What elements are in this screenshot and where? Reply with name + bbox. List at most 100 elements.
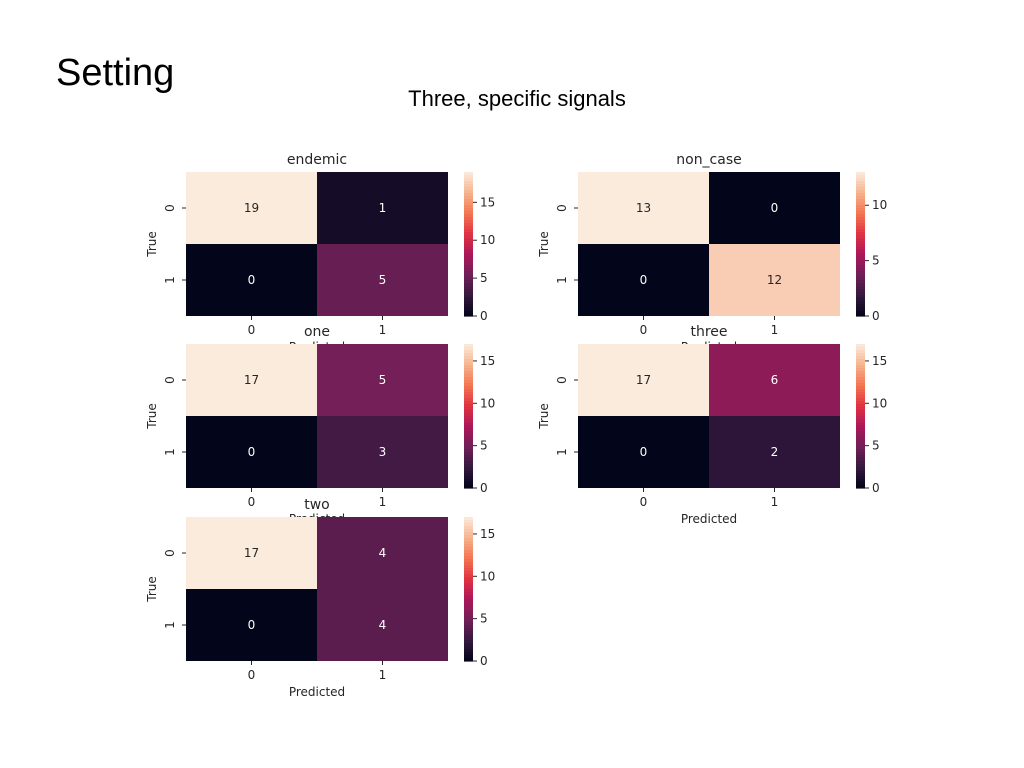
colorbar-segment <box>464 467 473 471</box>
colorbar-segment <box>856 244 865 248</box>
colorbar-segment <box>856 473 865 477</box>
colorbar-segment <box>856 476 865 480</box>
cell-value-label: 0 <box>248 618 256 632</box>
colorbar-segment <box>464 631 473 635</box>
colorbar-segment <box>856 265 865 269</box>
colorbar-segment <box>464 517 473 521</box>
colorbar-segment <box>464 190 473 194</box>
colorbar-segment <box>464 259 473 263</box>
colorbar-segment <box>856 289 865 293</box>
cell-value-label: 17 <box>636 373 651 387</box>
colorbar-segment <box>464 386 473 390</box>
colorbar-segment <box>464 440 473 444</box>
heatmap-title: two <box>304 497 330 513</box>
colorbar-segment <box>464 413 473 417</box>
colorbar-segment <box>856 386 865 390</box>
colorbar-segment <box>856 422 865 426</box>
cell-value-label: 0 <box>771 201 779 215</box>
colorbar-segment <box>856 208 865 212</box>
colorbar-segment <box>856 455 865 459</box>
colorbar-segment <box>856 464 865 468</box>
x-tick-label: 0 <box>248 495 256 509</box>
colorbar-segment <box>856 268 865 272</box>
colorbar-segment <box>464 643 473 647</box>
colorbar-segment <box>464 535 473 539</box>
colorbar-tick-label: 10 <box>480 396 495 410</box>
colorbar-segment <box>856 235 865 239</box>
colorbar-segment <box>856 250 865 254</box>
colorbar-tick-label: 5 <box>872 439 880 453</box>
colorbar-segment <box>464 574 473 578</box>
colorbar-segment <box>464 625 473 629</box>
y-tick-label: 1 <box>163 621 177 629</box>
colorbar-segment <box>464 274 473 278</box>
colorbar-segment <box>464 464 473 468</box>
cell-value-label: 6 <box>771 373 779 387</box>
colorbar-segment <box>464 353 473 357</box>
colorbar-segment <box>856 374 865 378</box>
colorbar-segment <box>856 271 865 275</box>
heatmap-cell <box>578 244 709 316</box>
heatmap-cell <box>578 172 709 244</box>
colorbar-segment <box>856 178 865 182</box>
heatmap-cell <box>578 416 709 488</box>
colorbar-segment <box>464 458 473 462</box>
colorbar-segment <box>464 547 473 551</box>
colorbar-segment <box>464 520 473 524</box>
colorbar-segment <box>856 232 865 236</box>
colorbar-segment <box>464 217 473 221</box>
cell-value-label: 0 <box>248 445 256 459</box>
x-tick-label: 1 <box>379 495 387 509</box>
colorbar-segment <box>464 577 473 581</box>
colorbar-segment <box>856 301 865 305</box>
colorbar-segment <box>464 526 473 530</box>
colorbar-segment <box>464 595 473 599</box>
colorbar-segment <box>856 190 865 194</box>
colorbar-segment <box>856 262 865 266</box>
colorbar-segment <box>464 637 473 641</box>
cell-value-label: 4 <box>379 546 387 560</box>
colorbar-segment <box>464 476 473 480</box>
colorbar-segment <box>464 592 473 596</box>
colorbar-segment <box>464 640 473 644</box>
colorbar-segment <box>464 583 473 587</box>
colorbar-segment <box>856 184 865 188</box>
colorbar-segment <box>464 607 473 611</box>
colorbar-segment <box>856 461 865 465</box>
colorbar-segment <box>856 356 865 360</box>
colorbar-segment <box>856 401 865 405</box>
colorbar-segment <box>856 283 865 287</box>
colorbar-segment <box>464 184 473 188</box>
colorbar-segment <box>464 262 473 266</box>
colorbar-segment <box>464 428 473 432</box>
y-axis-label: True <box>537 403 551 430</box>
heatmap-cell <box>317 416 448 488</box>
colorbar-segment <box>464 374 473 378</box>
colorbar-segment <box>856 238 865 242</box>
colorbar-tick-label: 10 <box>872 198 887 212</box>
heatmap-cell <box>186 589 317 661</box>
heatmap-cell <box>317 244 448 316</box>
colorbar-segment <box>856 241 865 245</box>
colorbar-segment <box>464 172 473 176</box>
colorbar-segment <box>856 344 865 348</box>
colorbar-segment <box>856 211 865 215</box>
colorbar-segment <box>464 193 473 197</box>
colorbar-segment <box>856 202 865 206</box>
colorbar-tick-label: 10 <box>480 569 495 583</box>
colorbar-segment <box>856 217 865 221</box>
colorbar-segment <box>856 479 865 483</box>
y-axis-label: True <box>537 231 551 258</box>
colorbar-segment <box>464 359 473 363</box>
colorbar-segment <box>856 470 865 474</box>
colorbar-segment <box>464 277 473 281</box>
colorbar-segment <box>856 458 865 462</box>
colorbar-segment <box>464 485 473 489</box>
colorbar-segment <box>464 250 473 254</box>
cell-value-label: 17 <box>244 546 259 560</box>
x-axis-label: Predicted <box>289 685 345 699</box>
colorbar-segment <box>856 214 865 218</box>
heatmap-cell <box>186 172 317 244</box>
